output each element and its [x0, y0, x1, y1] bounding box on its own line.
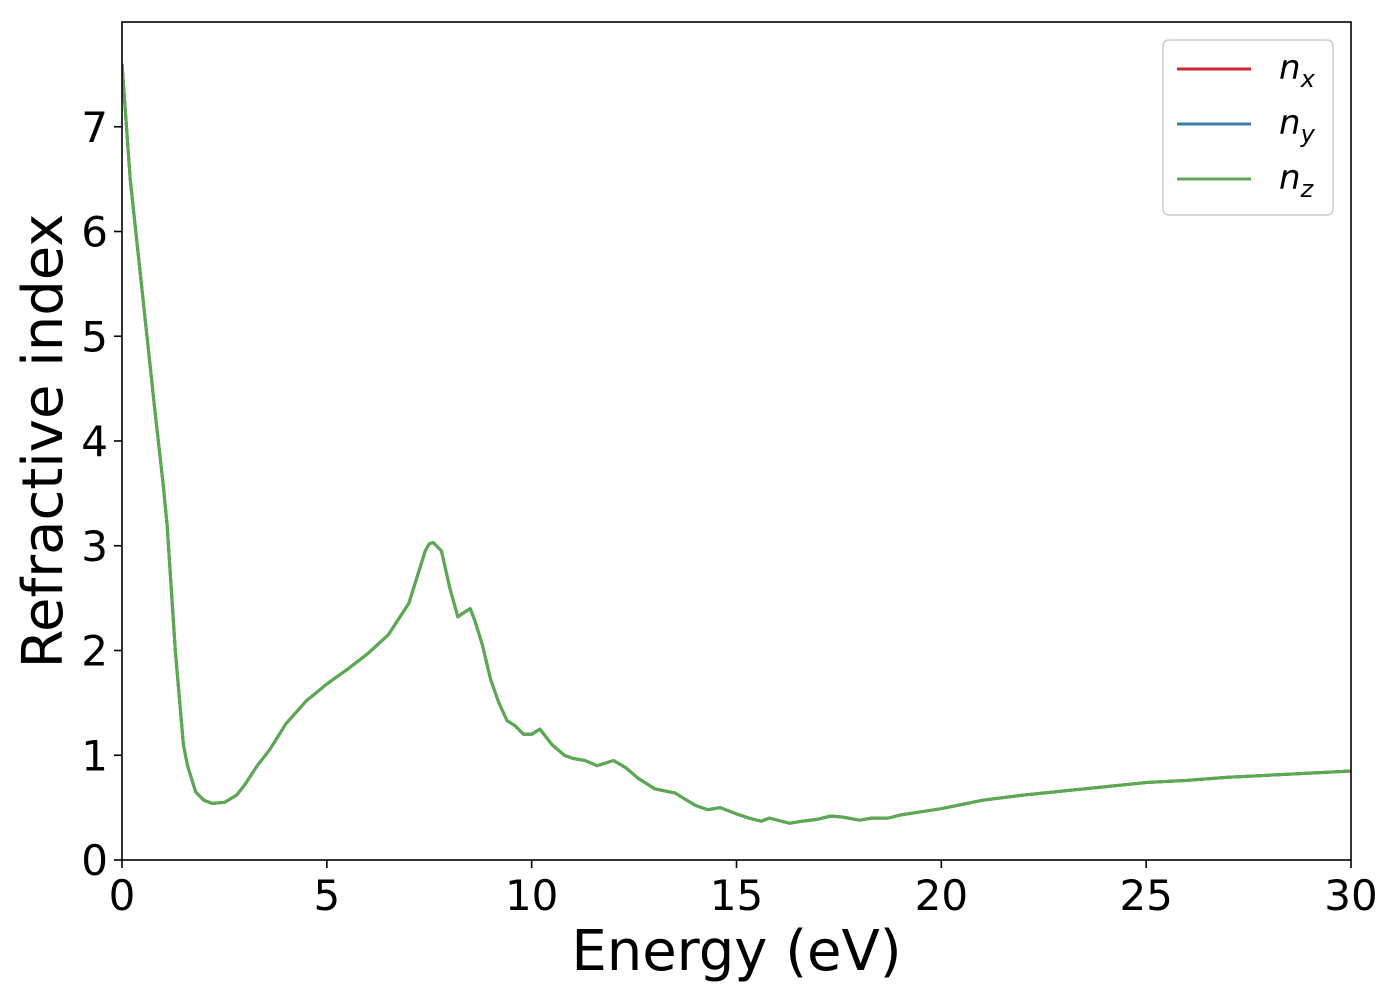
- axis-ticks: 0 5 10 15 20 25 30 0 1 2 3 4 5 6 7: [81, 103, 1377, 920]
- x-tick-label: 0: [109, 871, 136, 920]
- y-tick-label: 5: [81, 312, 108, 361]
- y-tick-label: 7: [81, 103, 108, 152]
- x-tick-label: 30: [1324, 871, 1377, 920]
- series-line-z: [122, 63, 1351, 825]
- x-tick-label: 25: [1119, 871, 1172, 920]
- x-tick-label: 20: [915, 871, 968, 920]
- x-tick-label: 5: [313, 871, 340, 920]
- y-tick-label: 1: [81, 731, 108, 780]
- y-axis-title: Refractive index: [11, 214, 76, 669]
- legend-box: [1162, 39, 1334, 216]
- y-tick-label: 3: [81, 522, 108, 571]
- y-tick-label: 2: [81, 627, 108, 676]
- legend-label-z: nz: [1279, 158, 1315, 203]
- x-tick-label: 15: [710, 871, 763, 920]
- series-lines: [122, 63, 1351, 825]
- legend: nx ny nz: [1162, 39, 1334, 216]
- y-tick-label: 6: [81, 208, 108, 257]
- y-tick-label: 0: [81, 836, 108, 885]
- legend-label-x: nx: [1279, 48, 1316, 93]
- y-tick-label: 4: [81, 417, 108, 466]
- x-tick-label: 10: [505, 871, 558, 920]
- legend-label-y: ny: [1279, 103, 1316, 148]
- x-axis-title: Energy (eV): [571, 919, 901, 984]
